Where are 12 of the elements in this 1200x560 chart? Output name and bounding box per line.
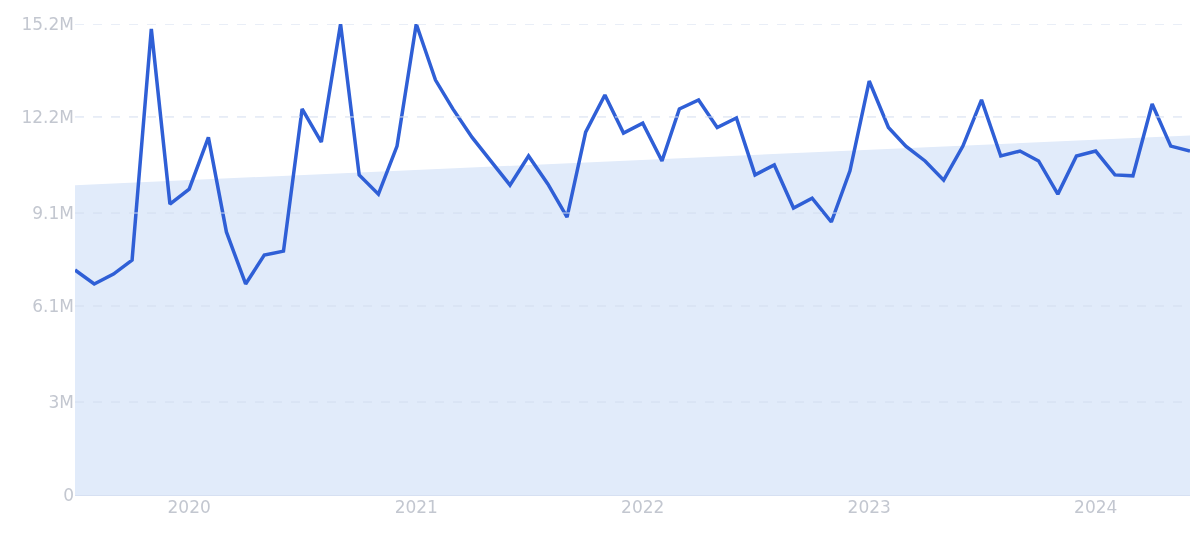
y-tick-label: 15.2M bbox=[21, 13, 74, 34]
y-tick-label: 0 bbox=[63, 484, 74, 505]
y-tick-label: 9.1M bbox=[32, 202, 74, 223]
y-tick-label: 3M bbox=[48, 391, 74, 412]
x-tick-label: 2022 bbox=[621, 497, 665, 517]
y-tick-label: 6.1M bbox=[32, 295, 74, 316]
x-tick-label: 2023 bbox=[847, 497, 891, 517]
x-tick-label: 2021 bbox=[394, 497, 438, 517]
y-tick-label: 12.2M bbox=[21, 106, 74, 127]
line-series bbox=[75, 24, 1190, 286]
x-tick-label: 2020 bbox=[167, 497, 211, 517]
x-tick-label: 2024 bbox=[1074, 497, 1118, 517]
